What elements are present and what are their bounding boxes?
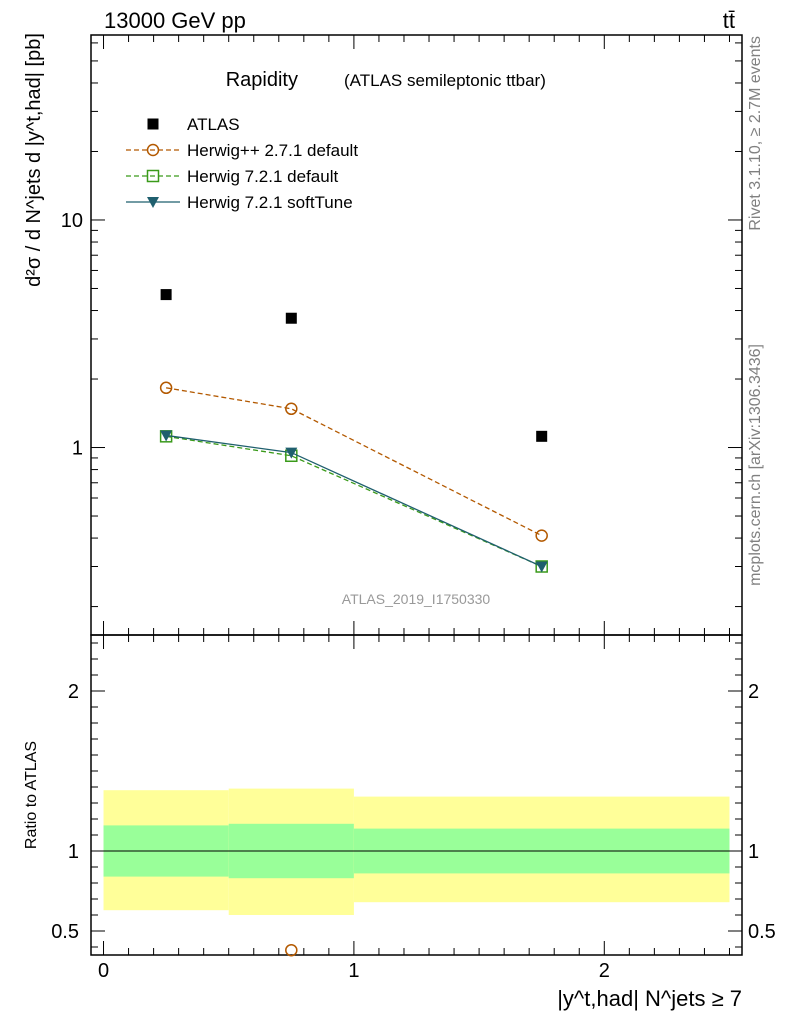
main-y-axis-label: d²σ / d N^jets d |y^t,had| [pb] xyxy=(23,33,45,287)
series-1 xyxy=(159,381,548,542)
x-tick-label: 1 xyxy=(348,960,359,982)
ratio-y-tick-label-right: 0.5 xyxy=(748,921,776,943)
ratio-frame xyxy=(90,634,743,956)
mcplots-side-label: mcplots.cern.ch [arXiv:1306.3436] xyxy=(747,344,764,586)
ratio-y-tick-label: 0.5 xyxy=(51,921,79,943)
series-0 xyxy=(160,289,548,442)
legend-marker xyxy=(146,143,160,157)
legend-marker xyxy=(146,169,160,183)
data-point xyxy=(159,381,173,395)
series-line xyxy=(166,434,542,568)
main-series-group xyxy=(159,289,548,573)
rivet-side-label: Rivet 3.1.10, ≥ 2.7M events xyxy=(747,36,764,231)
analysis-id-label: ATLAS_2019_I1750330 xyxy=(342,591,491,607)
ratio-bands xyxy=(103,788,742,915)
x-tick-label: 2 xyxy=(599,960,610,982)
ratio-points xyxy=(285,943,298,957)
series-2 xyxy=(159,430,548,573)
legend-marker xyxy=(147,118,159,130)
y-tick-label: 1 xyxy=(72,438,83,460)
data-point xyxy=(285,402,298,416)
data-point xyxy=(535,561,548,573)
legend-label: Herwig 7.2.1 softTune xyxy=(187,193,353,212)
ratio-y-tick-label: 1 xyxy=(68,841,79,863)
main-y-ticks: 1 10 xyxy=(61,35,742,635)
legend-label: Herwig++ 2.7.1 default xyxy=(187,141,358,160)
legend-marker xyxy=(147,197,159,208)
energy-label: 13000 GeV pp xyxy=(104,8,246,33)
series-line xyxy=(166,435,542,568)
ratio-ticks: 0.5 0.5 1 1 2 2 0 1 2 xyxy=(51,635,776,982)
ratio-point xyxy=(285,943,298,957)
ratio-y-tick-label: 2 xyxy=(68,681,79,703)
ratio-panel: Ratio to ATLAS |y^t,had| N^jets ≥ 7 0.5 0… xyxy=(23,634,776,1011)
series-3 xyxy=(160,430,548,573)
x-tick-label: 0 xyxy=(98,960,109,982)
chart-subtitle: (ATLAS semileptonic ttbar) xyxy=(344,71,546,90)
x-axis-label: |y^t,had| N^jets ≥ 7 xyxy=(557,986,742,1011)
data-point xyxy=(285,447,298,459)
chart-title: Rapidity xyxy=(226,69,298,91)
legend-label: ATLAS xyxy=(187,115,240,134)
main-panel: Rapidity (ATLAS semileptonic ttbar) d²σ … xyxy=(23,33,743,636)
y-tick-label: 10 xyxy=(61,210,83,232)
legend-label: Herwig 7.2.1 default xyxy=(187,167,338,186)
process-label: tt̄ xyxy=(723,8,735,33)
data-point xyxy=(535,529,548,542)
series-line xyxy=(166,387,542,537)
data-point xyxy=(160,289,172,301)
ratio-y-tick-label-right: 1 xyxy=(748,841,759,863)
legend: ATLAS Herwig++ 2.7.1 default Herwig 7.2.1 … xyxy=(126,115,358,212)
ratio-y-axis-label: Ratio to ATLAS xyxy=(23,741,40,849)
data-point xyxy=(160,430,173,442)
data-point xyxy=(536,430,548,442)
data-point xyxy=(285,312,297,324)
ratio-y-tick-label-right: 2 xyxy=(748,681,759,703)
